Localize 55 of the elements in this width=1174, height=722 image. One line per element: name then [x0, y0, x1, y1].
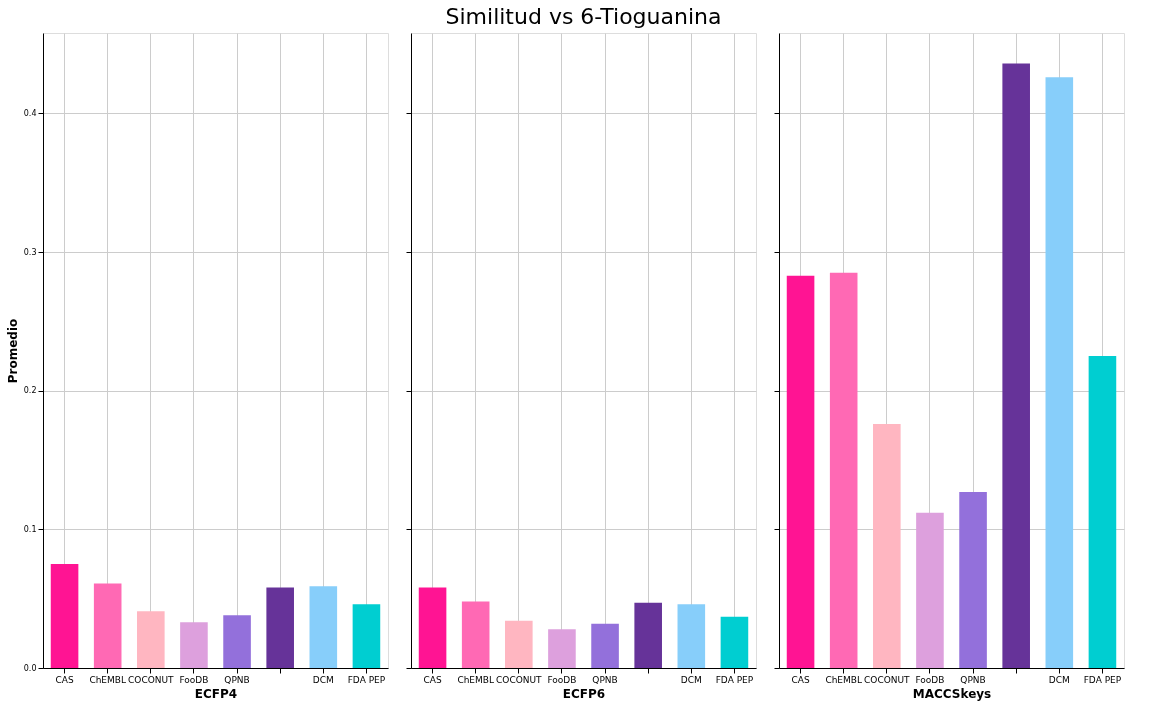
bar: [309, 586, 338, 668]
bar: [677, 604, 706, 668]
x-tick-label: COCONUT: [496, 674, 543, 685]
y-tick-label: 0.1: [23, 524, 37, 534]
y-tick-label: 0.0: [23, 663, 37, 673]
x-tick-label: ChEMBL: [89, 674, 127, 685]
x-tick-label: CAS: [55, 674, 74, 685]
bar: [352, 604, 381, 668]
bar: [505, 620, 533, 668]
bar: [223, 615, 251, 668]
bar: [959, 491, 987, 668]
y-tick-label: 0.2: [23, 386, 37, 396]
bar: [786, 275, 815, 668]
bar: [634, 602, 662, 668]
bar: [50, 564, 79, 668]
bar: [720, 616, 749, 668]
y-axis-title: Promedio: [5, 318, 20, 384]
x-tick-label: COCONUT: [864, 674, 911, 685]
bar: [1045, 77, 1074, 668]
bar: [137, 611, 165, 668]
y-tick-label: 0.4: [23, 108, 37, 118]
bar: [829, 272, 858, 668]
x-tick-label: FDA PEP: [347, 674, 386, 685]
chart-title: Similitud vs 6-Tioguanina: [445, 4, 722, 29]
bar: [1088, 356, 1117, 668]
bar: [916, 512, 944, 668]
bar: [1002, 63, 1030, 668]
x-tick-label: FooDB: [915, 674, 945, 685]
x-tick-label: DCM: [312, 674, 334, 685]
x-tick-label: FooDB: [179, 674, 209, 685]
x-tick-label: QPNB: [960, 674, 986, 685]
y-tick-label: 0.3: [23, 247, 37, 257]
x-tick-label: DCM: [680, 674, 702, 685]
x-axis-title: ECFP6: [562, 686, 606, 701]
bar: [873, 423, 901, 668]
x-tick-label: ChEMBL: [457, 674, 495, 685]
x-axis-title: MACCSkeys: [912, 686, 992, 701]
bar: [461, 601, 490, 668]
x-axis-title: ECFP4: [194, 686, 238, 701]
bar: [591, 623, 619, 668]
x-tick-label: DCM: [1048, 674, 1070, 685]
x-tick-label: COCONUT: [128, 674, 175, 685]
x-tick-label: ChEMBL: [825, 674, 863, 685]
bar: [93, 583, 122, 668]
x-tick-label: CAS: [423, 674, 442, 685]
bar: [548, 629, 576, 668]
bar: [266, 587, 294, 668]
bar: [180, 622, 208, 668]
bar: [418, 587, 447, 668]
x-tick-label: FooDB: [547, 674, 577, 685]
x-tick-label: FDA PEP: [1083, 674, 1122, 685]
x-tick-label: QPNB: [592, 674, 618, 685]
x-tick-label: CAS: [791, 674, 810, 685]
x-tick-label: FDA PEP: [715, 674, 754, 685]
x-tick-label: QPNB: [224, 674, 250, 685]
